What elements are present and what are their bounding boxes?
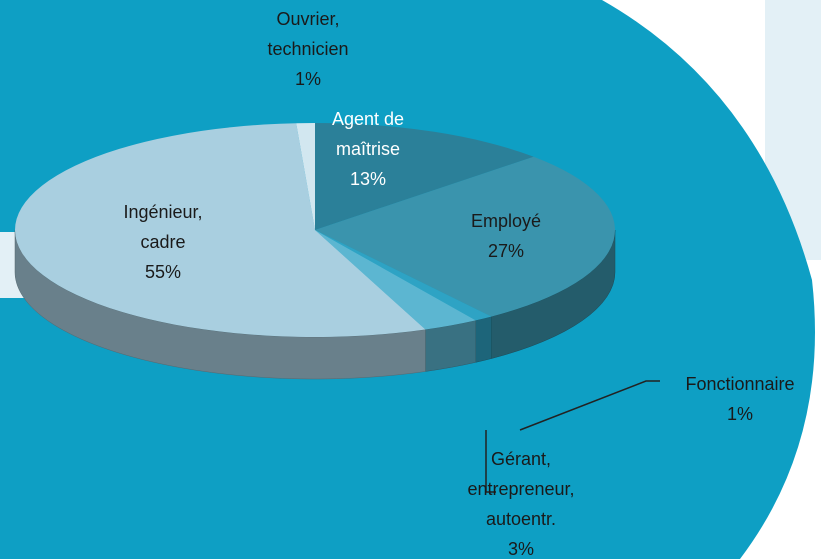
label-line: maîtrise bbox=[336, 139, 400, 159]
label-line: entrepreneur, bbox=[467, 479, 574, 499]
slice-label: Fonctionnaire 1% bbox=[685, 374, 794, 424]
slice-label: Employé 27% bbox=[471, 211, 541, 261]
label-line: cadre bbox=[140, 232, 185, 252]
slice-label: Gérant, entrepreneur, autoentr. 3% bbox=[467, 449, 574, 559]
label-line: Ingénieur, bbox=[123, 202, 202, 222]
pie-slice bbox=[315, 230, 492, 321]
slice-label: Ouvrier, technicien 1% bbox=[267, 9, 348, 89]
slice-label: Agent de maîtrise 13% bbox=[332, 109, 404, 189]
value-label: 27% bbox=[488, 241, 524, 261]
label-line: Ouvrier, bbox=[276, 9, 339, 29]
pie-slice bbox=[315, 156, 616, 317]
slice-label: Ingénieur, cadre 55% bbox=[123, 202, 202, 282]
label-line: Fonctionnaire bbox=[685, 374, 794, 394]
value-label: 1% bbox=[295, 69, 321, 89]
pie-slice bbox=[296, 123, 315, 230]
value-label: 3% bbox=[508, 539, 534, 559]
label-line: technicien bbox=[267, 39, 348, 59]
value-label: 1% bbox=[727, 404, 753, 424]
label-line: autoentr. bbox=[486, 509, 556, 529]
leader-line bbox=[485, 430, 496, 493]
leader-line bbox=[519, 380, 660, 431]
pie-slice bbox=[14, 123, 426, 338]
value-label: 13% bbox=[350, 169, 386, 189]
label-line: Agent de bbox=[332, 109, 404, 129]
pie-side bbox=[475, 316, 492, 363]
label-line: Employé bbox=[471, 211, 541, 231]
pie-slice bbox=[315, 123, 534, 230]
value-label: 55% bbox=[145, 262, 181, 282]
pie-slice bbox=[315, 230, 476, 330]
label-line: Gérant, bbox=[491, 449, 551, 469]
